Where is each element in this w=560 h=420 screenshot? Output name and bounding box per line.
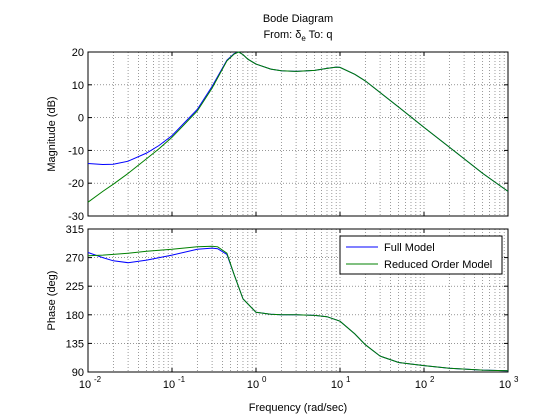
- y-tick-label: -30: [68, 211, 84, 223]
- subtitle-sub: e: [301, 34, 306, 43]
- x-tick-label: 10: [247, 379, 259, 391]
- y-tick-label: 0: [78, 113, 84, 125]
- y-axis-label: Magnitude (dB): [46, 96, 58, 171]
- legend-entry: Full Model: [384, 242, 435, 254]
- y-tick-label: 225: [66, 281, 84, 293]
- plot-area: [87, 51, 509, 217]
- y-tick-label: 270: [66, 253, 84, 265]
- x-tick-exponent: 2: [430, 375, 435, 384]
- x-axis-label: Frequency (rad/sec): [249, 402, 347, 414]
- subtitle-from: From: δ: [263, 29, 301, 41]
- x-tick-label: 10: [499, 379, 511, 391]
- x-tick-label: 10: [331, 379, 343, 391]
- y-tick-label: 90: [72, 367, 84, 379]
- x-tick-exponent: 3: [514, 375, 519, 384]
- y-axis-label: Phase (deg): [46, 271, 58, 331]
- series-line-reduced-order-model: [87, 51, 509, 203]
- legend: Full Model Reduced Order Model: [339, 235, 503, 275]
- x-tick-label: 10: [79, 379, 91, 391]
- y-tick-label: -20: [68, 178, 84, 190]
- y-tick-label: 135: [66, 338, 84, 350]
- chart-subtitle: From: δe To: q: [263, 29, 332, 43]
- series-line-reduced-order-model: [87, 245, 509, 372]
- chart-title: Bode Diagram: [263, 13, 333, 25]
- legend-box: [339, 235, 503, 275]
- x-tick-exponent: -2: [94, 375, 102, 384]
- x-tick-label: 10: [163, 379, 175, 391]
- y-tick-label: 315: [66, 224, 84, 236]
- legend-entry: Reduced Order Model: [384, 259, 492, 271]
- x-tick-exponent: -1: [178, 375, 186, 384]
- x-tick-label: 10: [415, 379, 427, 391]
- y-tick-label: 180: [66, 310, 84, 322]
- subtitle-to: To: q: [306, 29, 333, 41]
- x-tick-exponent: 0: [262, 375, 267, 384]
- y-tick-label: 20: [72, 47, 84, 59]
- y-tick-label: -10: [68, 145, 84, 157]
- x-tick-exponent: 1: [346, 375, 351, 384]
- panel-magnitude: [87, 51, 509, 217]
- y-tick-label: 10: [72, 80, 84, 92]
